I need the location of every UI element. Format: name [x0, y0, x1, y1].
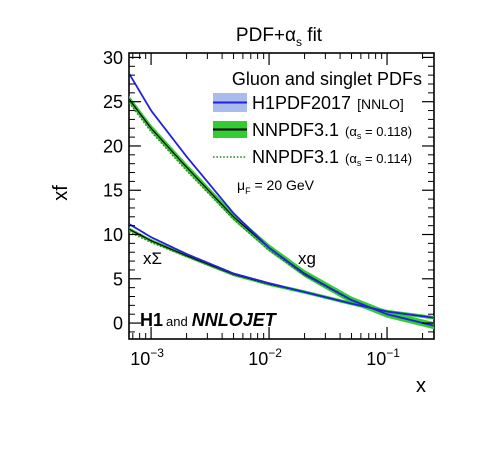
y-axis-label: xf	[50, 185, 72, 201]
legend-label-nnpdf-118: NNPDF3.1 (αs = 0.118)	[252, 120, 412, 141]
collaboration-credit: H1 and NNLOJET	[140, 310, 278, 330]
legend-entry-nnpdf-114: NNPDF3.1 (αs = 0.114)	[213, 147, 412, 168]
chart-title: PDF+αs fit	[236, 25, 323, 49]
plot-frame	[128, 52, 435, 340]
x-tick-label: 10−2	[248, 346, 282, 369]
legend: Gluon and singlet PDFs H1PDF2017 [NNLO] N…	[213, 69, 422, 168]
series-line-singlet-h1pdf2017	[129, 223, 434, 319]
y-tick-label: 15	[103, 181, 123, 201]
data-layer	[129, 72, 434, 330]
y-tick-label: 30	[103, 48, 123, 68]
axis-layer: 0 5 10 15 20 25 30 10−3 10−2 10−1	[103, 48, 434, 369]
series-line-singlet-nnpdf-118	[129, 228, 434, 319]
singlet-curve-label: xΣ	[143, 249, 162, 268]
legend-entry-nnpdf-118: NNPDF3.1 (αs = 0.118)	[213, 120, 412, 141]
y-tick-label: 25	[103, 92, 123, 112]
y-tick-label: 0	[113, 314, 123, 334]
x-axis-label: x	[416, 375, 426, 397]
series-line-singlet-nnpdf-114	[129, 231, 434, 319]
legend-header: Gluon and singlet PDFs	[232, 69, 422, 89]
legend-label-nnpdf-114: NNPDF3.1 (αs = 0.114)	[252, 147, 412, 168]
y-tick-label: 20	[103, 136, 123, 156]
series-line-gluon-h1pdf2017	[129, 72, 434, 327]
y-tick-label: 5	[113, 269, 123, 289]
band-singlet-4	[129, 227, 434, 320]
gluon-curve-label: xg	[298, 249, 316, 268]
x-tick-label: 10−1	[366, 346, 400, 369]
scale-annotation: μF = 20 GeV	[237, 177, 315, 196]
x-tick-label: 10−3	[130, 346, 164, 369]
legend-entry-h1pdf2017: H1PDF2017 [NNLO]	[213, 93, 404, 113]
legend-label-h1pdf2017: H1PDF2017 [NNLO]	[252, 93, 404, 113]
y-tick-label: 10	[103, 225, 123, 245]
